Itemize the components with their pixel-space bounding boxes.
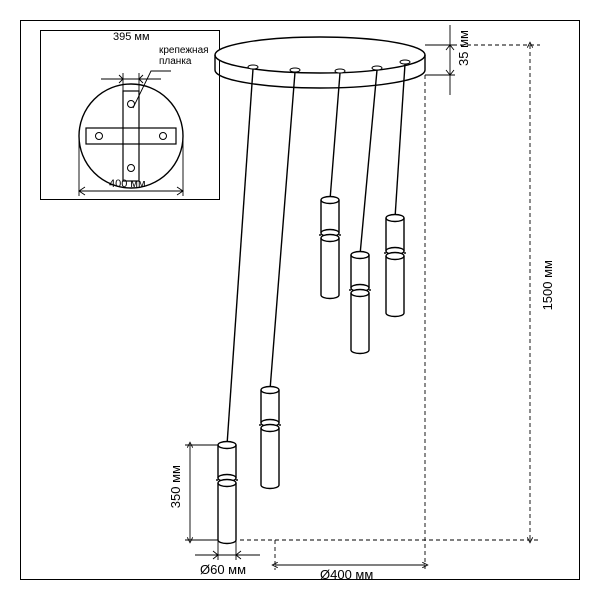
pendant-5 xyxy=(384,215,406,317)
pendant-2 xyxy=(259,387,281,489)
dim-canopy-height xyxy=(425,25,455,95)
cords xyxy=(227,64,405,445)
label-pendant-height: 350 мм xyxy=(168,465,183,508)
label-pendant-diameter: Ø60 мм xyxy=(200,562,246,577)
dim-total-height xyxy=(240,45,540,540)
label-canopy-height: 35 мм xyxy=(456,30,471,66)
pendant-4 xyxy=(349,252,371,354)
canopy xyxy=(215,37,425,88)
dim-canopy-diameter xyxy=(275,75,425,570)
label-canopy-diameter: Ø400 мм xyxy=(320,567,373,582)
pendant-3 xyxy=(319,197,341,299)
main-diagram xyxy=(0,0,600,600)
label-total-height: 1500 мм xyxy=(540,260,555,310)
pendant-1 xyxy=(216,442,238,544)
dim-pendant-height xyxy=(185,445,218,540)
